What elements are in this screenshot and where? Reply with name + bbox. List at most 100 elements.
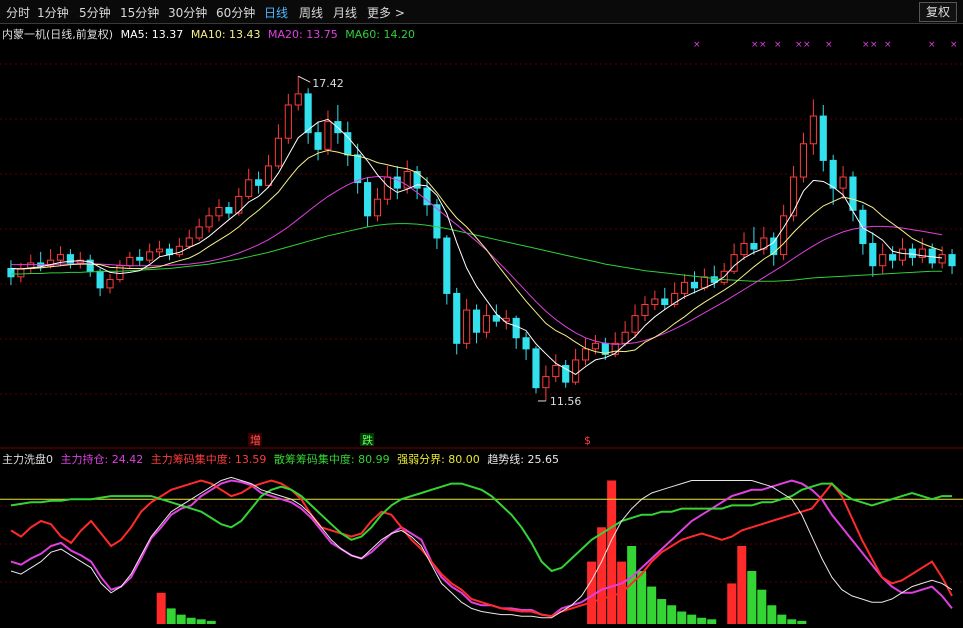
high-price-label: 17.42: [312, 77, 344, 90]
stock-title: 内蒙一机(日线,前复权): [2, 28, 114, 41]
candle-body: [195, 226, 203, 239]
ma20-label: MA20: 13.75: [268, 28, 338, 41]
tab-60min[interactable]: 60分钟: [216, 6, 256, 20]
histogram-bar-green: [627, 546, 637, 624]
tab-1min[interactable]: 1分钟: [37, 6, 69, 20]
candle-body: [512, 317, 520, 339]
candle-body: [681, 281, 689, 294]
candle-body: [651, 298, 659, 306]
event-marker: ×: [751, 40, 759, 50]
event-marker: ×: [774, 40, 782, 50]
candle-body: [750, 243, 758, 250]
candle-body: [661, 298, 669, 306]
candle-body: [116, 265, 124, 281]
high-pointer: [298, 75, 311, 83]
histogram-bar-green: [166, 608, 176, 624]
histogram-bar-green: [687, 614, 697, 624]
candle-body: [17, 267, 25, 278]
candle-body: [364, 182, 372, 217]
tab-monthly[interactable]: 月线: [333, 6, 358, 20]
low-price-label: 11.56: [550, 395, 582, 408]
candle-body: [542, 376, 550, 389]
histogram-bar-red: [737, 546, 747, 624]
main-chart-legend: 内蒙一机(日线,前复权) MA5: 13.37 MA10: 13.43 MA20…: [2, 26, 419, 42]
candle-body: [413, 170, 421, 189]
tab-5min[interactable]: 5分钟: [79, 6, 111, 20]
tab-timeshare[interactable]: 分时: [6, 6, 31, 20]
candle-body: [482, 315, 491, 333]
trend-label: 趋势线: 25.65: [487, 453, 560, 466]
candle-body: [136, 256, 144, 261]
candle-body: [284, 104, 292, 139]
candle-body: [591, 342, 599, 350]
tab-daily[interactable]: 日线: [264, 6, 289, 20]
tab-weekly[interactable]: 周线: [299, 6, 324, 20]
histogram-bar-red: [597, 527, 607, 624]
event-marker: ×: [950, 40, 958, 50]
candle-body: [760, 237, 768, 250]
ma20-line: [11, 175, 943, 345]
candle-body: [314, 132, 322, 150]
candle-body: [304, 93, 312, 134]
histogram-bar-green: [667, 605, 677, 624]
holding-label: 主力持仓: 24.42: [60, 453, 144, 466]
candle-body: [918, 248, 926, 258]
candle-body: [373, 198, 382, 217]
candle-body: [453, 292, 461, 344]
restore-rights-button[interactable]: 复权: [919, 2, 957, 22]
ma60-label: MA60: 14.20: [345, 28, 415, 41]
event-marker: ×: [884, 40, 892, 50]
candle-body: [96, 270, 104, 289]
candle-body: [354, 154, 362, 184]
candle-body: [889, 254, 897, 261]
candle-body: [472, 309, 481, 333]
holding-line: [10, 479, 953, 618]
histogram-bar-green: [206, 620, 216, 624]
candle-body: [7, 267, 15, 278]
trend-line: [10, 476, 953, 619]
candle-body: [383, 176, 391, 200]
candle-body: [463, 309, 471, 344]
candle-body: [869, 243, 877, 267]
candle-body: [799, 143, 808, 178]
main-conc-label: 主力筹码集中度: 13.59: [150, 453, 267, 466]
signal-mark: $: [584, 434, 591, 447]
signal-mark-bg: [360, 433, 374, 446]
histogram-bar-red: [587, 561, 597, 624]
candle-body: [879, 254, 887, 267]
candle-body: [66, 254, 74, 264]
tab-15min[interactable]: 15分钟: [120, 6, 160, 20]
candle-body: [423, 187, 431, 206]
event-marker: ×: [928, 40, 936, 50]
candle-body: [849, 176, 857, 211]
candle-body: [294, 93, 302, 106]
signal-mark: 增: [250, 433, 261, 447]
histogram-bar-green: [196, 619, 206, 624]
candle-body: [740, 243, 748, 256]
candle-body: [146, 251, 154, 261]
candle-body: [948, 254, 956, 267]
candle-body: [255, 179, 263, 186]
histogram-bar-green: [657, 599, 667, 624]
boundary-label: 强弱分界: 80.00: [397, 453, 480, 466]
histogram-bar-green: [747, 570, 757, 624]
tab-more[interactable]: 更多 >: [367, 6, 405, 20]
candle-body: [492, 315, 500, 322]
candle-body: [908, 248, 916, 258]
candle-body: [581, 348, 590, 361]
candle-body: [829, 159, 837, 189]
period-toolbar: 分时 1分钟 5分钟 15分钟 30分钟 60分钟 日线 周线 月线 更多 > …: [0, 0, 963, 24]
candle-body: [780, 215, 788, 256]
histogram-bar-green: [787, 619, 797, 624]
event-marker: ×: [870, 40, 878, 50]
candle-body: [572, 359, 580, 383]
tab-30min[interactable]: 30分钟: [168, 6, 208, 20]
candle-body: [789, 176, 798, 217]
histogram-bar-green: [186, 617, 196, 624]
candle-body: [552, 364, 560, 378]
ma5-line: [10, 118, 943, 376]
histogram-bar-red: [727, 583, 737, 624]
candle-body: [770, 237, 778, 256]
candle-body: [344, 132, 352, 156]
